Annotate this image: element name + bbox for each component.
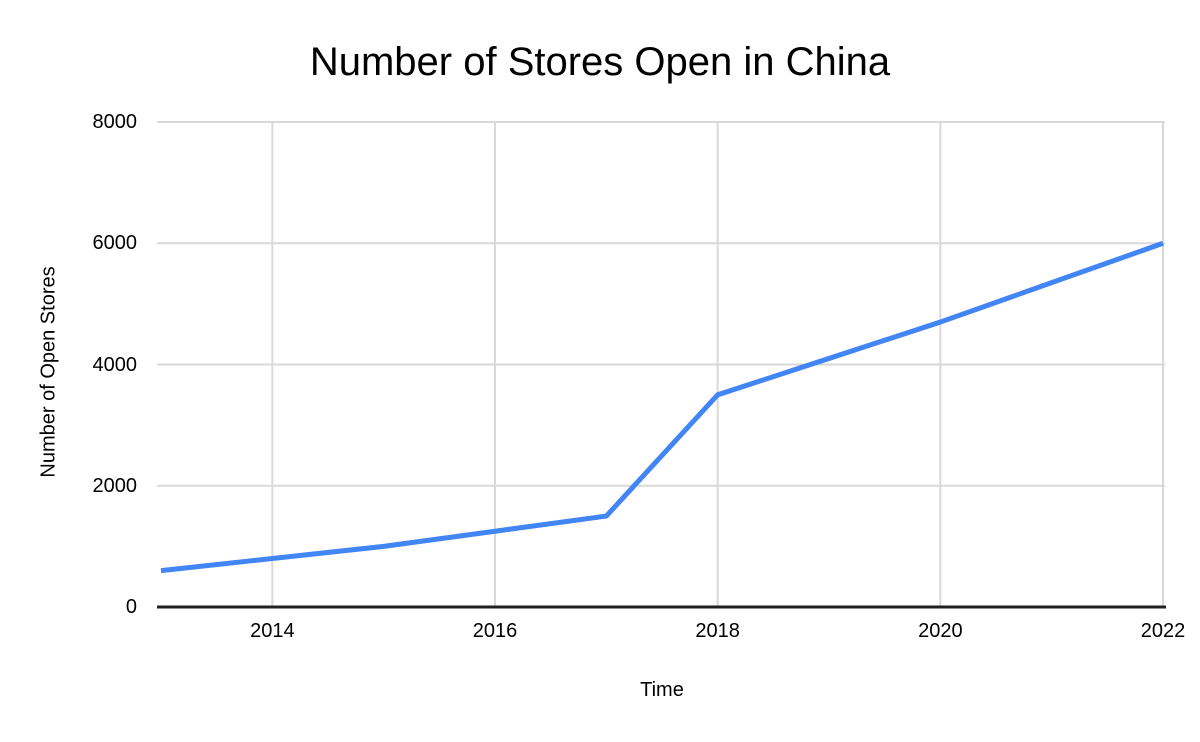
y-tick-label: 8000 xyxy=(92,111,138,133)
x-tick-label: 2020 xyxy=(918,620,963,642)
y-tick-label: 6000 xyxy=(92,232,138,255)
x-axis-title: Time xyxy=(640,679,684,701)
y-tick-label: 2000 xyxy=(92,474,138,497)
y-tick-label: 4000 xyxy=(92,353,138,376)
chart-title: Number of Stores Open in China xyxy=(309,40,891,84)
y-tick-label: 0 xyxy=(125,596,137,618)
x-tick-label: 2016 xyxy=(472,620,518,642)
x-tick-label: 2022 xyxy=(1140,620,1186,642)
x-tick-label: 2014 xyxy=(250,620,295,642)
x-tick-label: 2018 xyxy=(695,620,740,642)
data-line-series xyxy=(160,240,1164,574)
